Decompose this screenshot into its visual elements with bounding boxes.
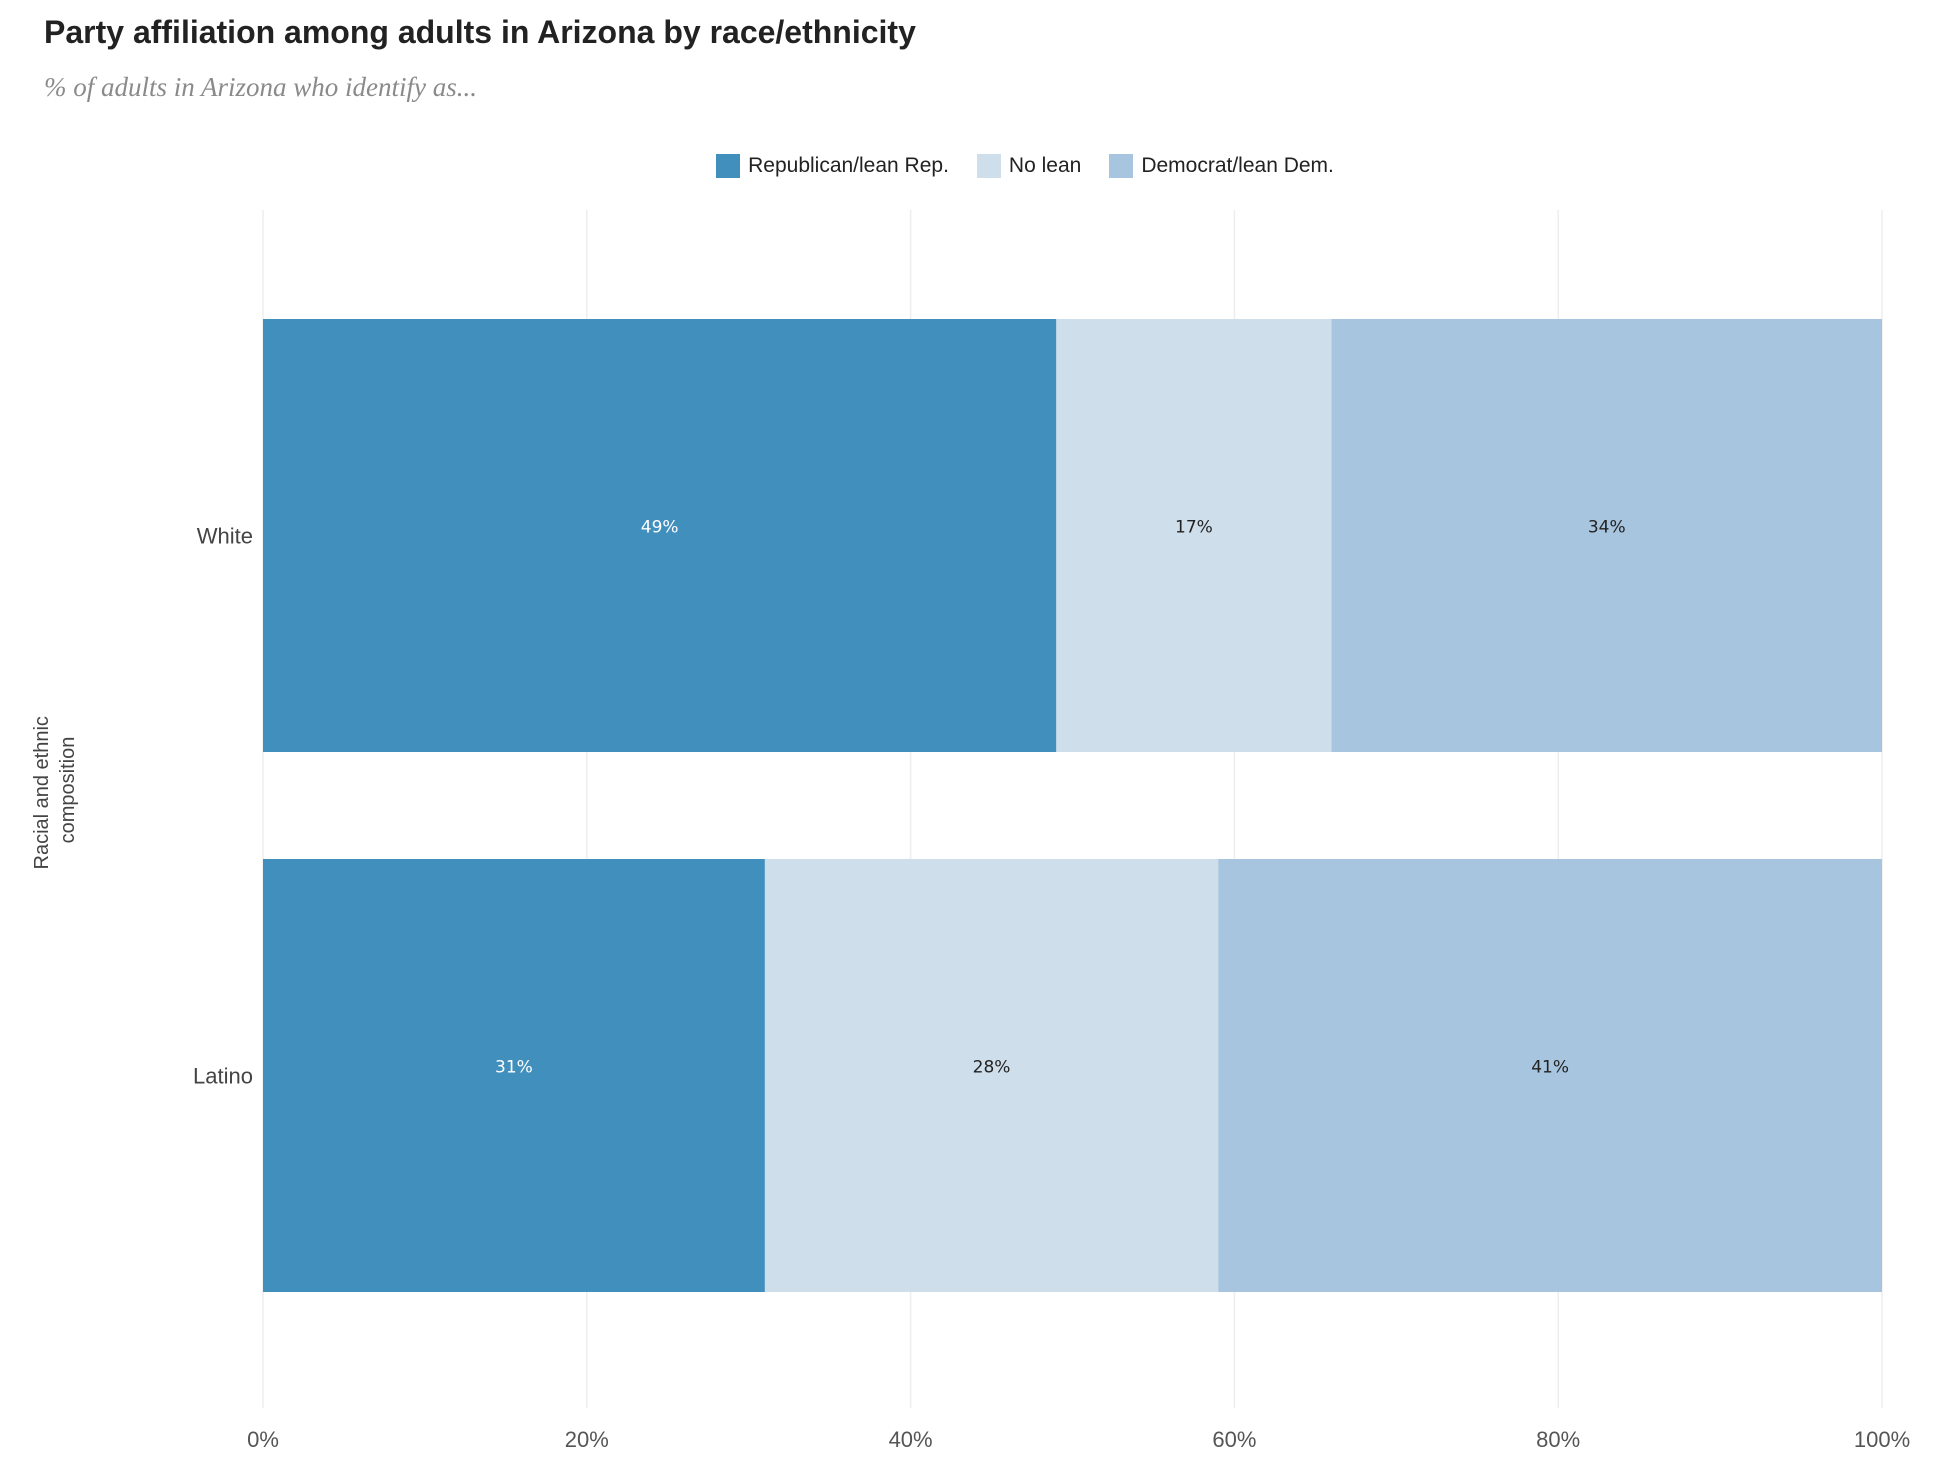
data-label-white-republican-lean-rep: 49% [641,518,679,538]
bars [263,319,1882,1292]
bar-white-republican-lean-rep [263,319,1057,752]
legend: Republican/lean Rep. No lean Democrat/le… [0,154,1958,178]
x-tick-label-80: 80% [1536,1427,1580,1452]
x-tick-label-20: 20% [565,1427,609,1452]
y-axis-title-line-2: composition [57,737,79,844]
data-label-white-democrat-lean-dem: 34% [1588,518,1626,538]
legend-item-no-lean: No lean [976,154,1082,178]
bar-latino-republican-lean-rep [263,859,765,1292]
y-axis-title-line-1: Racial and ethnic [31,716,53,869]
bar-white-democrat-lean-dem [1331,319,1882,752]
legend-swatch-democrat [1109,154,1134,178]
bar-latino-no-lean [764,859,1219,1292]
data-label-latino-democrat-lean-dem: 41% [1531,1058,1569,1078]
legend-swatch-no-lean [976,154,1001,178]
x-tick-label-0: 0% [247,1427,279,1452]
data-label-white-no-lean: 17% [1175,518,1213,538]
x-tick-label-100: 100% [1854,1427,1910,1452]
category-label-latino: Latino [193,1063,253,1088]
data-labels: 49% 17% 34% 31% 28% 41% [495,518,1626,1078]
legend-label-republican: Republican/lean Rep. [748,154,949,177]
x-tick-label-40: 40% [889,1427,933,1452]
chart-subtitle: % of adults in Arizona who identify as..… [44,72,478,102]
chart-title: Party affiliation among adults in Arizon… [44,14,916,50]
legend-swatch-republican [716,154,741,178]
data-label-latino-no-lean: 28% [973,1058,1011,1078]
bar-white-no-lean [1056,319,1332,752]
x-tick-label-60: 60% [1212,1427,1256,1452]
category-labels: White Latino [193,523,253,1088]
data-label-latino-republican-lean-rep: 31% [495,1058,533,1078]
category-label-white: White [197,523,253,548]
legend-label-no-lean: No lean [1008,154,1082,177]
legend-item-republican: Republican/lean Rep. [716,154,949,178]
legend-item-democrat: Democrat/lean Dem. [1109,154,1334,178]
y-axis-title: Racial and ethnic composition [31,711,79,870]
legend-label-democrat: Democrat/lean Dem. [1141,154,1334,177]
x-axis-ticks: 0% 20% 40% 60% 80% 100% [247,1427,1910,1452]
bar-latino-democrat-lean-dem [1218,859,1882,1292]
